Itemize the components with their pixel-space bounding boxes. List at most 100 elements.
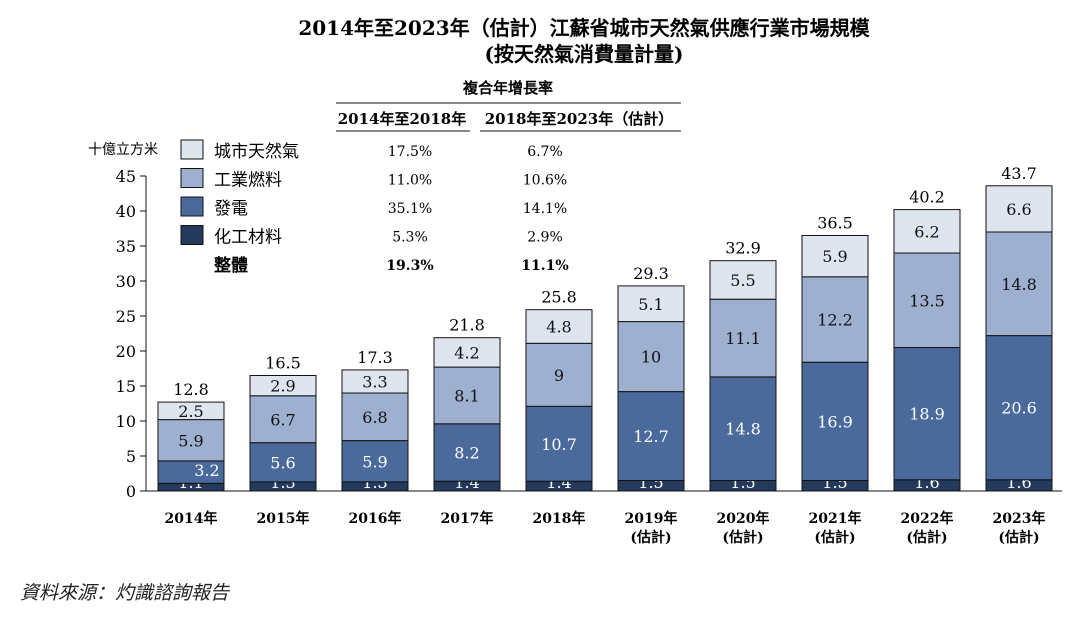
y-tick-label: 25: [116, 307, 136, 326]
chart-subtitle: (按天然氣消費量計量): [485, 42, 684, 66]
x-tick-label: (估計): [998, 529, 1039, 546]
data-label: 13.5: [909, 291, 945, 310]
bar-segment: [617, 391, 685, 482]
data-label: 6.6: [1006, 200, 1031, 219]
y-tick-label: 15: [116, 377, 136, 396]
total-label: 36.5: [817, 214, 853, 233]
source-note: 資料來源：灼識諮詢報告: [20, 582, 230, 604]
x-tick-label: 2019年: [625, 510, 678, 527]
bar-segment: [801, 235, 869, 278]
data-label: 20.6: [1001, 399, 1037, 418]
data-label: 4.2: [454, 343, 479, 362]
cagr-value: 6.7%: [527, 144, 563, 160]
bar-segment: [341, 440, 409, 483]
total-label: 43.7: [1001, 164, 1037, 183]
bar-segment: [433, 423, 501, 482]
total-label: 12.8: [173, 380, 209, 399]
legend-swatch: [180, 139, 204, 160]
bar-segment: [525, 405, 593, 482]
total-label: 16.5: [265, 354, 301, 373]
x-tick-label: 2022年: [901, 510, 954, 527]
cagr-value: 2.9%: [527, 230, 563, 246]
x-tick-label: 2015年: [257, 510, 310, 527]
bar-segment: [249, 395, 317, 444]
legend-label: 發電: [214, 199, 248, 219]
cagr-value: 11.1%: [521, 258, 568, 274]
data-label: 8.2: [454, 444, 479, 463]
bar-segment: [985, 231, 1053, 337]
data-label: 5.5: [730, 271, 755, 290]
data-label: 5.9: [822, 247, 847, 266]
bar-segment: [525, 342, 593, 407]
bar-segment: [801, 361, 869, 482]
data-label: 10: [641, 348, 661, 367]
x-tick-label: (估計): [722, 529, 763, 546]
y-tick-label: 30: [116, 272, 136, 291]
y-tick-label: 10: [116, 412, 136, 431]
y-tick-label: 0: [126, 482, 136, 501]
data-label: 16.9: [817, 412, 853, 431]
y-tick-label: 45: [116, 167, 136, 186]
bar-segment: [709, 376, 777, 481]
data-label: 3.3: [362, 372, 387, 391]
x-tick-label: (估計): [906, 529, 947, 546]
x-tick-label: 2018年: [533, 510, 586, 527]
y-tick-label: 35: [116, 237, 136, 256]
bar-segment: [433, 337, 501, 368]
y-tick-label: 20: [116, 342, 136, 361]
total-label: 21.8: [449, 316, 485, 335]
data-label: 2.9: [270, 377, 295, 396]
data-label: 14.8: [725, 420, 761, 439]
y-tick-label: 40: [116, 202, 136, 221]
cagr-col-0: 2014年至2018年: [338, 110, 467, 128]
data-label: 12.2: [817, 311, 853, 330]
bar-segment: [893, 209, 961, 254]
cagr-value: 5.3%: [392, 230, 428, 246]
bar-segment: [985, 185, 1053, 233]
legend-label: 化工材料: [214, 228, 282, 248]
legend-label: 工業燃料: [214, 171, 282, 191]
x-tick-label: (估計): [814, 529, 855, 546]
bar-segment: [249, 375, 317, 397]
legend-label: 城市天然氣: [214, 142, 299, 162]
cagr-header: 複合年增長率: [462, 79, 553, 97]
data-label: 18.9: [909, 405, 945, 424]
cagr-value: 19.3%: [386, 258, 433, 274]
data-label: 2.5: [178, 402, 203, 421]
total-label: 32.9: [725, 239, 761, 258]
legend-swatch: [180, 168, 204, 188]
data-label: 3.2: [194, 461, 219, 480]
bar-segment: [525, 309, 593, 344]
data-label: 12.7: [633, 427, 669, 446]
cagr-value: 10.6%: [523, 173, 567, 189]
y-axis-label: 十億立方米: [88, 142, 158, 158]
cagr-col-1: 2018年至2023年（估計）: [485, 110, 674, 128]
data-label: 11.1: [725, 329, 761, 348]
legend-swatch: [180, 196, 204, 217]
bar-segment: [893, 252, 961, 348]
cagr-value: 35.1%: [388, 201, 432, 217]
bar-segment: [341, 392, 409, 442]
y-tick-label: 5: [126, 447, 136, 466]
bar-segment: [249, 442, 317, 483]
legend-label: 整體: [214, 255, 248, 276]
x-tick-label: 2017年: [441, 510, 494, 527]
bar-segment: [157, 419, 225, 462]
data-label: 10.7: [541, 435, 577, 454]
bar-segment: [617, 285, 685, 323]
data-label: 4.8: [546, 318, 571, 337]
x-tick-label: (估計): [630, 529, 671, 546]
bar-segment: [157, 401, 225, 421]
cagr-value: 14.1%: [523, 201, 567, 217]
total-label: 25.8: [541, 288, 577, 307]
data-label: 9: [554, 366, 564, 385]
bar-segment: [341, 369, 409, 394]
total-label: 29.3: [633, 264, 669, 283]
data-label: 5.1: [638, 295, 663, 314]
x-tick-label: 2020年: [717, 510, 770, 527]
total-label: 17.3: [357, 348, 393, 367]
data-label: 5.9: [178, 431, 203, 450]
bar-segment: [985, 335, 1053, 481]
data-label: 6.7: [270, 410, 295, 429]
